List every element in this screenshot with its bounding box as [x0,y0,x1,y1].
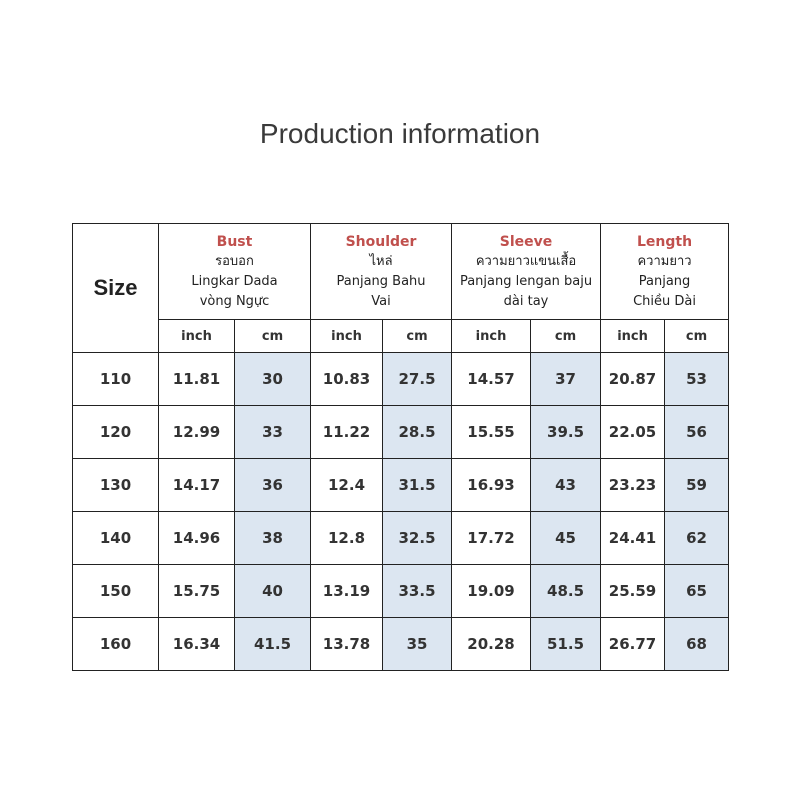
shoulder-cm-cell: 28.5 [382,405,453,459]
sleeve-cm-cell: 37 [530,352,602,406]
size-cell: 110 [72,352,159,406]
sleeve-inch-cell: 20.28 [451,617,532,671]
sleeve-inch-cell: 14.57 [451,352,532,406]
table-row: 160 16.34 41.5 13.78 35 20.28 51.5 26.77… [72,617,730,671]
bust-vietnamese-label: vòng Ngực [199,293,270,309]
bust-thai-label: รอบอก [215,253,254,269]
length-cm-cell: 59 [664,458,730,512]
bust-cm-cell: 30 [233,352,312,406]
unit-header: inch [158,319,235,353]
bust-cm-cell: 41.5 [233,617,312,671]
bust-inch-cell: 15.75 [158,564,235,618]
shoulder-cm-cell: 27.5 [382,352,453,406]
bust-inch-cell: 14.96 [158,511,235,565]
shoulder-inch-cell: 13.78 [310,617,384,671]
table-row: 130 14.17 36 12.4 31.5 16.93 43 23.23 59 [72,458,730,512]
size-cell: 130 [72,458,159,512]
bust-cm-cell: 33 [233,405,312,459]
length-cm-cell: 68 [664,617,730,671]
unit-header: cm [382,319,453,353]
length-inch-cell: 23.23 [600,458,666,512]
bust-inch-cell: 12.99 [158,405,235,459]
length-inch-cell: 25.59 [600,564,666,618]
shoulder-inch-cell: 12.8 [310,511,384,565]
sleeve-inch-cell: 17.72 [451,511,532,565]
length-inch-cell: 26.77 [600,617,666,671]
bust-cm-cell: 40 [233,564,312,618]
bust-cm-cell: 38 [233,511,312,565]
sleeve-cm-cell: 51.5 [530,617,602,671]
shoulder-cm-cell: 31.5 [382,458,453,512]
length-inch-cell: 22.05 [600,405,666,459]
shoulder-cm-cell: 33.5 [382,564,453,618]
shoulder-inch-cell: 11.22 [310,405,384,459]
sleeve-header: Sleeve ความยาวแขนเสื้อ Panjang lengan ba… [451,223,602,320]
unit-header: inch [451,319,532,353]
bust-label: Bust [216,233,253,250]
size-cell: 120 [72,405,159,459]
bust-inch-cell: 11.81 [158,352,235,406]
unit-header: cm [530,319,602,353]
length-inch-cell: 24.41 [600,511,666,565]
bust-header: Bust รอบอก Lingkar Dada vòng Ngực [157,223,312,320]
table-row: 120 12.99 33 11.22 28.5 15.55 39.5 22.05… [72,405,730,459]
sleeve-cm-cell: 43 [530,458,602,512]
sleeve-inch-cell: 15.55 [451,405,532,459]
length-vietnamese-label: Chiều Dài [633,293,696,309]
sleeve-inch-cell: 19.09 [451,564,532,618]
bust-malay-label: Lingkar Dada [191,273,278,289]
shoulder-malay-label: Panjang Bahu [336,273,426,289]
sleeve-cm-cell: 48.5 [530,564,602,618]
size-cell: 160 [72,617,159,671]
unit-header: cm [664,319,730,353]
shoulder-cm-cell: 32.5 [382,511,453,565]
sleeve-malay-label: Panjang lengan baju [459,273,593,289]
length-header: Length ความยาว Panjang Chiều Dài [600,223,730,320]
bust-inch-cell: 16.34 [158,617,235,671]
shoulder-thai-label: ไหล่ [369,253,393,269]
header-row: Size Bust รอบอก Lingkar Dada vòng Ngực S… [72,223,730,353]
bust-inch-cell: 14.17 [158,458,235,512]
table-row: 140 14.96 38 12.8 32.5 17.72 45 24.41 62 [72,511,730,565]
length-thai-label: ความยาว [637,253,692,269]
unit-row: inch cm inch cm inch cm inch cm [73,319,730,353]
size-column-header: Size [72,223,159,353]
unit-header: cm [233,319,312,353]
page-title: Production information [259,118,541,149]
sleeve-cm-cell: 39.5 [530,405,602,459]
length-cm-cell: 65 [664,564,730,618]
size-chart-table: Size Bust รอบอก Lingkar Dada vòng Ngực S… [72,223,730,671]
length-cm-cell: 53 [664,352,730,406]
sleeve-thai-label: ความยาวแขนเสื้อ [475,253,577,269]
sleeve-label: Sleeve [499,233,553,250]
shoulder-label: Shoulder [345,233,417,250]
table-row: 150 15.75 40 13.19 33.5 19.09 48.5 25.59… [72,564,730,618]
length-label: Length [637,233,693,250]
shoulder-inch-cell: 10.83 [310,352,384,406]
unit-header: inch [310,319,384,353]
sleeve-cm-cell: 45 [530,511,602,565]
size-cell: 150 [72,564,159,618]
size-cell: 140 [72,511,159,565]
sleeve-inch-cell: 16.93 [451,458,532,512]
length-cm-cell: 62 [664,511,730,565]
shoulder-inch-cell: 12.4 [310,458,384,512]
shoulder-cm-cell: 35 [382,617,453,671]
unit-header: inch [600,319,666,353]
shoulder-header: Shoulder ไหล่ Panjang Bahu Vai [310,223,453,320]
shoulder-vietnamese-label: Vai [371,293,391,309]
bust-cm-cell: 36 [233,458,312,512]
shoulder-inch-cell: 13.19 [310,564,384,618]
length-malay-label: Panjang [638,273,691,289]
length-cm-cell: 56 [664,405,730,459]
length-inch-cell: 20.87 [600,352,666,406]
sleeve-vietnamese-label: dài tay [503,293,549,309]
table-row: 110 11.81 30 10.83 27.5 14.57 37 20.87 5… [72,352,730,406]
